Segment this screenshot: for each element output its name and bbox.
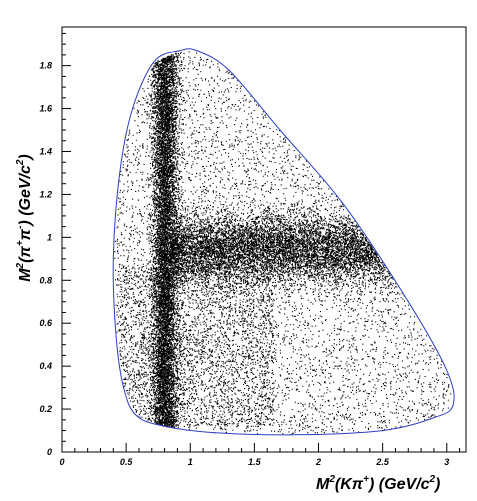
- scatter-point-cloud: [114, 51, 452, 436]
- y-tick-label: 0: [47, 447, 52, 457]
- y-tick-label: 0.8: [39, 275, 52, 285]
- x-tick-label: 2.5: [375, 457, 390, 467]
- y-tick-label: 1.4: [39, 146, 52, 156]
- x-axis-ticks: 0 0.5 1 1.5 2 2.5 3: [59, 443, 461, 467]
- y-tick-label: 0.4: [39, 361, 52, 371]
- y-axis-label: M2(π+π-) (GeV/c2): [15, 154, 34, 282]
- y-tick-label: 0.2: [39, 404, 52, 414]
- x-tick-label: 2: [315, 457, 321, 467]
- x-axis-label: M2(Kπ+) (GeV/c2): [316, 474, 440, 493]
- y-tick-label: 1: [47, 232, 52, 242]
- x-tick-label: 0: [59, 457, 64, 467]
- x-tick-label: 1: [188, 457, 193, 467]
- y-tick-label: 1.2: [39, 189, 52, 199]
- x-tick-label: 0.5: [120, 457, 134, 467]
- scatter-points: [114, 51, 452, 436]
- y-tick-label: 0.6: [39, 318, 53, 328]
- y-tick-label: 1.8: [39, 61, 52, 71]
- plot-frame: [61, 26, 467, 453]
- x-tick-label: 1.5: [248, 457, 262, 467]
- kinematic-boundary: [112, 48, 455, 436]
- y-tick-label: 1.6: [39, 104, 53, 114]
- y-axis-ticks: 0 0.2 0.4 0.6 0.8 1 1.2 1.4 1.6 1.8: [39, 32, 71, 457]
- x-tick-label: 3: [444, 457, 449, 467]
